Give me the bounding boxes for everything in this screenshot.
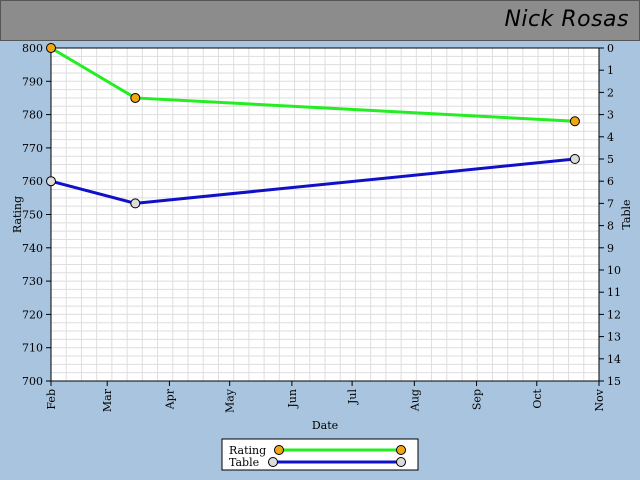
- y2-axis-label: Table: [620, 199, 633, 229]
- rating-data-point: [569, 116, 580, 127]
- x-tick-label: May: [224, 388, 237, 413]
- y2-tick-label: 6: [607, 175, 614, 188]
- y-tick-label: 730: [22, 275, 43, 288]
- x-tick-label: Jun: [286, 389, 299, 409]
- y-tick-label: 780: [22, 109, 43, 122]
- y2-tick-label: 14: [607, 353, 621, 366]
- y2-tick-label: 3: [607, 109, 614, 122]
- x-tick-label: Sep: [471, 389, 484, 410]
- y-tick-label: 750: [22, 209, 43, 222]
- y-tick-label: 700: [22, 375, 43, 388]
- table-legend-label: Table: [229, 456, 259, 469]
- x-tick-label: Feb: [45, 389, 58, 410]
- rating-legend-marker: [274, 445, 284, 455]
- x-tick-label: Oct: [531, 388, 544, 408]
- legend-box: [221, 438, 419, 471]
- table-data-point: [46, 176, 56, 187]
- y2-tick-label: 0: [607, 42, 614, 55]
- table-legend-marker: [396, 457, 406, 467]
- table-data-point: [569, 154, 580, 164]
- table-data-point: [130, 198, 141, 209]
- y-tick-label: 770: [22, 142, 43, 155]
- table-legend-marker: [268, 457, 278, 467]
- y-tick-label: 790: [22, 75, 43, 88]
- x-axis-label: Date: [312, 419, 338, 432]
- x-tick-label: Nov: [593, 388, 606, 411]
- y2-tick-label: 15: [607, 375, 621, 388]
- x-tick-label: Mar: [101, 388, 114, 412]
- y2-tick-label: 8: [607, 220, 614, 233]
- rating-data-point: [46, 43, 56, 53]
- y2-tick-label: 7: [607, 197, 614, 210]
- y2-tick-label: 9: [607, 242, 614, 255]
- y-tick-label: 760: [22, 175, 43, 188]
- y-axis-label: Rating: [11, 196, 24, 233]
- y2-tick-label: 11: [607, 286, 621, 299]
- x-tick-label: Aug: [408, 389, 421, 412]
- rating-data-point: [130, 92, 141, 103]
- y-tick-label: 800: [22, 42, 43, 55]
- y-tick-label: 720: [22, 308, 43, 321]
- rating-legend-label: Rating: [229, 444, 266, 457]
- y2-tick-label: 4: [607, 131, 614, 144]
- rating-legend-marker: [396, 445, 406, 455]
- player-name: Nick Rosas: [504, 7, 629, 32]
- y2-tick-label: 10: [607, 264, 621, 277]
- y2-tick-label: 2: [607, 86, 614, 99]
- y2-tick-label: 1: [607, 64, 614, 77]
- y2-tick-label: 12: [607, 308, 621, 321]
- y-tick-label: 740: [22, 242, 43, 255]
- y-tick-label: 710: [22, 342, 43, 355]
- x-tick-label: Jul: [346, 389, 359, 405]
- y2-tick-label: 13: [607, 331, 621, 344]
- header-bar: Nick Rosas: [0, 0, 640, 41]
- y2-tick-label: 5: [607, 153, 614, 166]
- x-tick-label: Apr: [163, 388, 176, 410]
